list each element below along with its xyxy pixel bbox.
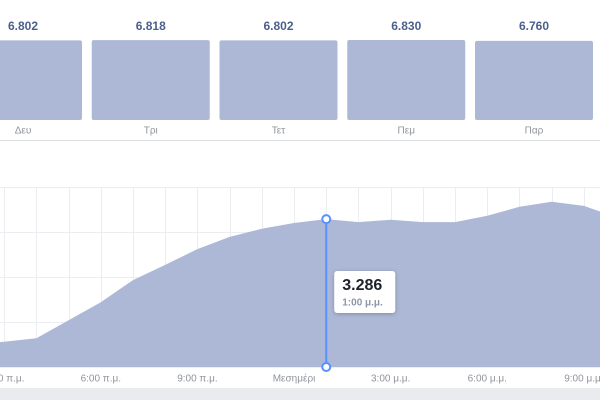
- bar: [91, 40, 210, 120]
- bar: [0, 40, 82, 120]
- bar-category-label: Πεμ: [398, 126, 416, 137]
- x-tick-label: 3:00 π.μ.: [0, 374, 24, 385]
- hover-base-point: [321, 362, 332, 372]
- bar: [219, 40, 338, 120]
- x-tick-label: 6:00 μ.μ.: [468, 374, 507, 385]
- bar-value-label: 6.760: [519, 19, 549, 33]
- x-tick-label: Μεσημέρι: [273, 373, 316, 385]
- bar-value-label: 6.802: [8, 19, 38, 33]
- bar: [347, 40, 466, 120]
- tooltip-value: 3.286: [342, 277, 382, 294]
- x-tick-label: 6:00 π.μ.: [81, 374, 121, 385]
- x-tick-label: 9:00 μ.μ.: [564, 374, 600, 385]
- footer-band: [0, 388, 600, 400]
- bar-value-label: 6.802: [263, 19, 293, 33]
- bar-value-label: 6.830: [391, 19, 421, 33]
- bar-category-label: Τρι: [144, 126, 158, 137]
- bar-category-label: Παρ: [525, 126, 544, 137]
- hourly-area: 3:00 π.μ. 6:00 π.μ. 9:00 π.μ. Μεσημέρι 3:00 …: [0, 187, 600, 385]
- bar: [475, 40, 593, 120]
- tooltip-box: [334, 271, 396, 313]
- hover-point: [321, 214, 332, 225]
- daily-bars: 6.802 Δευ 6.818 Τρι 6.802 Τετ 6.830 Πεμ 6.760 Παρ: [0, 19, 593, 137]
- bar-category-label: Τετ: [272, 126, 285, 137]
- bar-category-label: Δευ: [15, 126, 32, 137]
- x-tick-label: 9:00 π.μ.: [177, 374, 217, 385]
- x-tick-label: 3:00 μ.μ.: [371, 374, 410, 385]
- tooltip-time: 1:00 μ.μ.: [342, 298, 383, 309]
- bar-value-label: 6.818: [136, 19, 166, 33]
- area: [0, 201, 600, 367]
